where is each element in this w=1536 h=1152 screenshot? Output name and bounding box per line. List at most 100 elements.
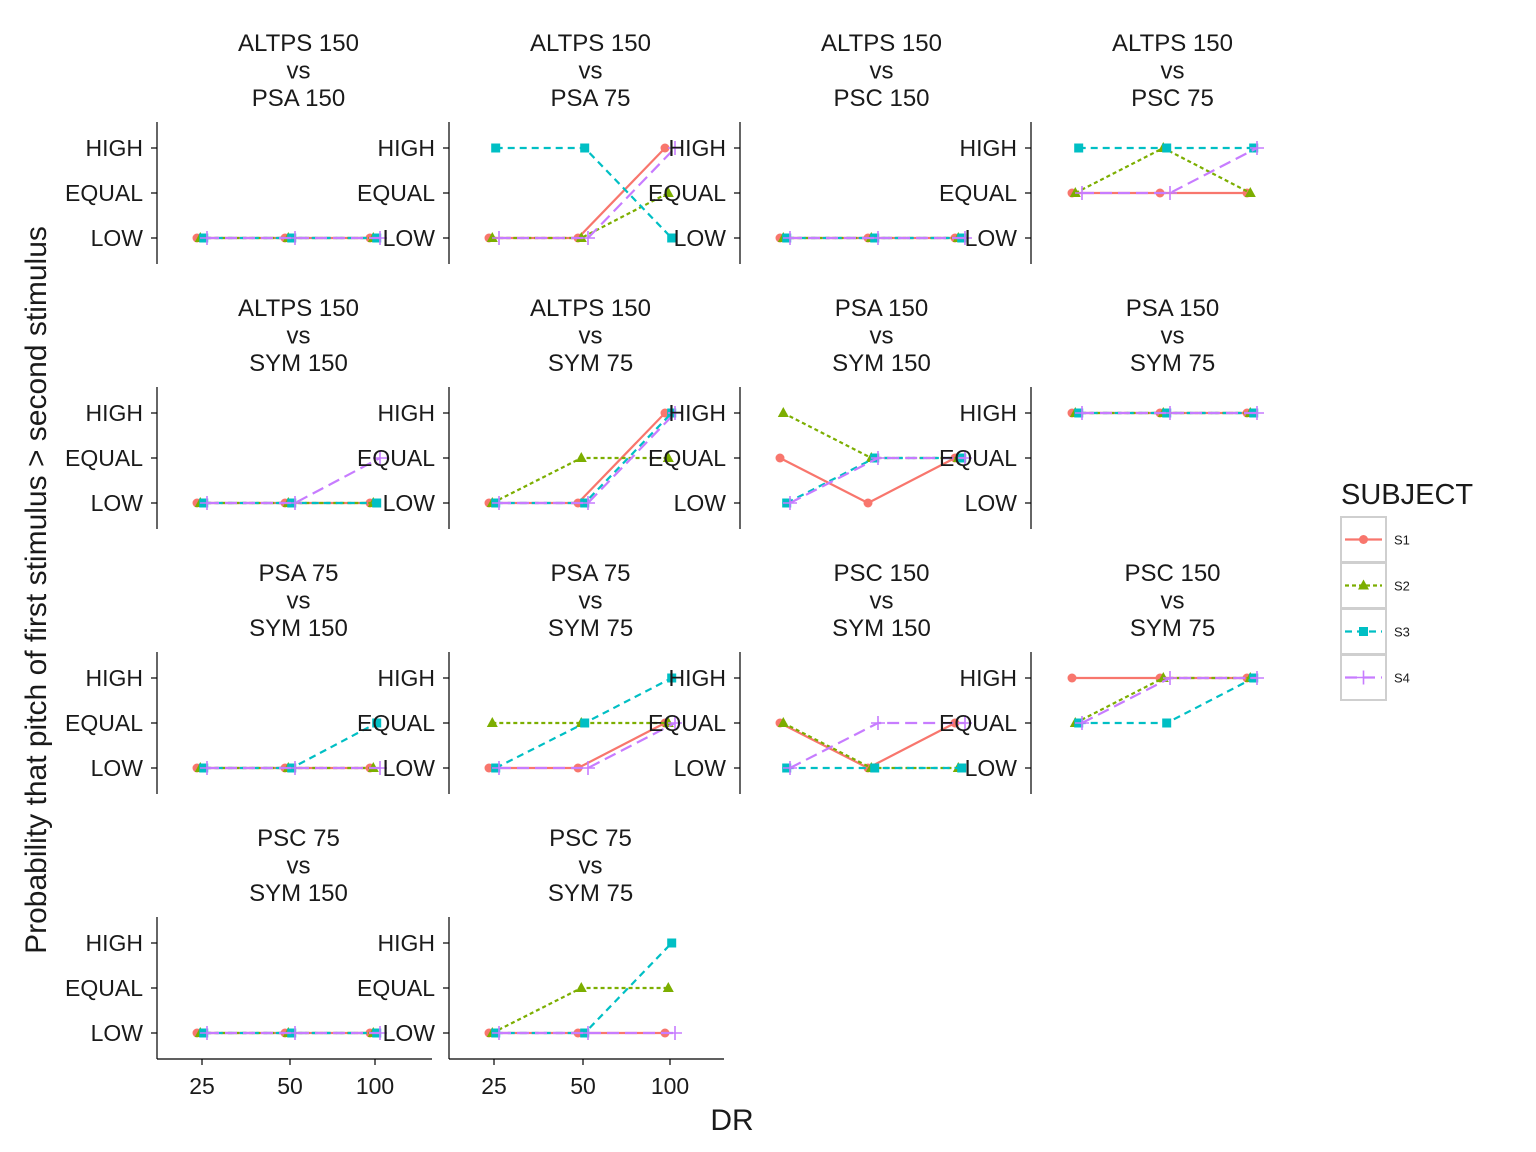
series-line-s4 [499, 412, 676, 505]
data-point-s4 [288, 231, 302, 245]
data-point-s4 [288, 761, 302, 775]
data-point-s3 [372, 718, 382, 728]
facet-title-line: PSA 75 [550, 85, 630, 112]
y-axis-title: Probability that pitch of first stimulus… [20, 226, 53, 954]
legend-label: S1 [1394, 533, 1410, 548]
data-point-s4 [1075, 186, 1089, 200]
data-point-s3 [491, 143, 501, 153]
series-line-s1 [779, 722, 956, 770]
data-point-s3 [667, 938, 677, 948]
facet-title-line: SYM 150 [249, 615, 348, 642]
series-line-s1 [779, 457, 956, 505]
data-point-s2 [1244, 187, 1256, 197]
y-tick-label: HIGH [669, 400, 727, 426]
data-point-s4 [200, 761, 214, 775]
data-point-s4 [668, 406, 682, 420]
facet-title-line: ALTPS 150 [1112, 30, 1233, 57]
data-point-s4 [492, 1026, 506, 1040]
legend-marker [1359, 627, 1368, 636]
data-point-s1 [950, 718, 960, 728]
facet-title-line: PSC 75 [257, 825, 340, 852]
data-point-s4 [373, 761, 387, 775]
y-tick-label: HIGH [86, 135, 144, 161]
series-line-s1 [489, 147, 666, 240]
legend-label: S2 [1394, 579, 1410, 594]
y-tick-label: LOW [383, 755, 436, 781]
data-point-s3 [870, 763, 880, 773]
legend-title: SUBJECT [1341, 479, 1473, 511]
y-tick-label: HIGH [960, 400, 1018, 426]
data-point-s1 [1067, 673, 1077, 683]
y-tick-label: HIGH [378, 400, 436, 426]
data-point-s4 [200, 1026, 214, 1040]
y-tick-label: LOW [383, 490, 436, 516]
data-point-s2 [777, 407, 789, 417]
data-point-s4 [288, 496, 302, 510]
data-point-s4 [373, 451, 387, 465]
data-point-s4 [668, 141, 682, 155]
data-point-s3 [580, 718, 590, 728]
facet-title-line: ALTPS 150 [238, 30, 359, 57]
y-tick-label: EQUAL [939, 710, 1017, 736]
series-line-s2 [491, 986, 669, 1034]
series-line-s4 [499, 147, 676, 240]
facet-title-line: PSC 150 [833, 85, 929, 112]
y-tick-label: EQUAL [357, 445, 435, 471]
y-tick-label: EQUAL [65, 975, 143, 1001]
y-tick-label: LOW [91, 755, 144, 781]
facet-title-line: SYM 75 [548, 350, 633, 377]
data-point-s4 [581, 496, 595, 510]
legend-marker [1356, 670, 1371, 685]
data-point-s4 [871, 231, 885, 245]
y-tick-label: HIGH [669, 665, 727, 691]
data-point-s4 [492, 761, 506, 775]
y-tick-label: EQUAL [939, 180, 1017, 206]
y-tick-label: LOW [91, 225, 144, 251]
data-point-s2 [575, 452, 587, 462]
legend-item-s1: S1 [1340, 516, 1410, 563]
facet-title-line: vs [579, 588, 603, 615]
data-point-s4 [871, 451, 885, 465]
series-line-s2 [1074, 676, 1251, 724]
series-line-s3 [203, 722, 378, 770]
y-tick-label: HIGH [960, 135, 1018, 161]
y-tick-label: LOW [674, 755, 727, 781]
legend-item-s4: S4 [1340, 654, 1410, 701]
data-point-s3 [1074, 143, 1084, 153]
facet-title-line: SYM 75 [1130, 350, 1215, 377]
y-tick-label: LOW [91, 1020, 144, 1046]
data-point-s3 [957, 763, 967, 773]
x-tick-label: 100 [651, 1073, 689, 1099]
data-point-s4 [581, 1026, 595, 1040]
facet-title-line: vs [1161, 58, 1185, 85]
series-line-s2 [1074, 146, 1251, 194]
series-line-s3 [786, 456, 962, 504]
data-point-s4 [958, 231, 972, 245]
facet-title-line: vs [287, 323, 311, 350]
legend-label: S4 [1394, 671, 1410, 686]
x-axis-title: DR [710, 1104, 753, 1137]
facet-title-line: vs [579, 853, 603, 880]
y-tick-label: EQUAL [357, 710, 435, 736]
y-tick-label: LOW [965, 490, 1018, 516]
data-point-s2 [486, 717, 498, 727]
facet-title-line: ALTPS 150 [238, 295, 359, 322]
data-point-s2 [662, 452, 674, 462]
data-point-s2 [777, 717, 789, 727]
facet-title-line: ALTPS 150 [530, 295, 651, 322]
data-point-s4 [871, 716, 885, 730]
y-tick-label: HIGH [86, 665, 144, 691]
facet-title-line: SYM 75 [1130, 615, 1215, 642]
data-point-s3 [1162, 143, 1172, 153]
facet-title-line: vs [870, 58, 894, 85]
data-point-s4 [1163, 671, 1177, 685]
